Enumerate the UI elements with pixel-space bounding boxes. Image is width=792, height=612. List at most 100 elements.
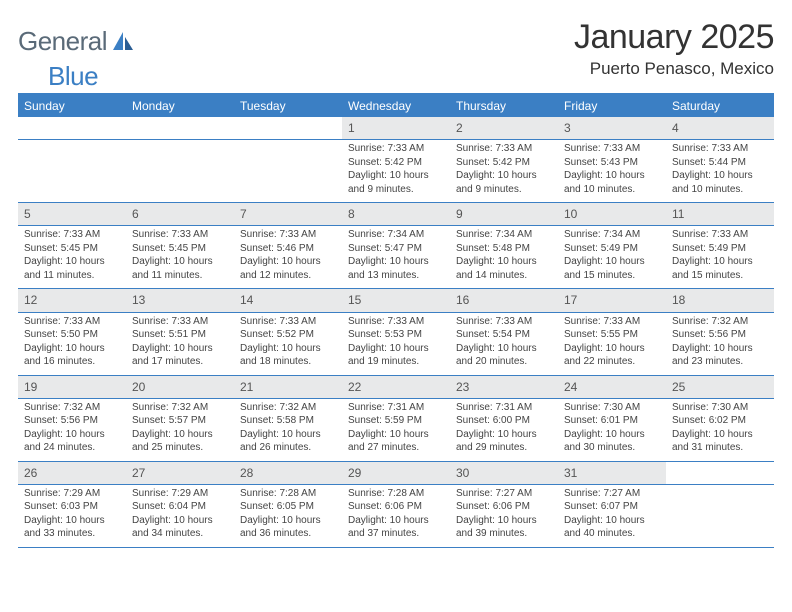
- day-detail-cell: Sunrise: 7:28 AMSunset: 6:06 PMDaylight:…: [342, 484, 450, 547]
- day-number-cell: 15: [342, 289, 450, 312]
- day-number: 5: [24, 207, 31, 221]
- sunset-text: Sunset: 5:59 PM: [348, 414, 444, 428]
- daylight-text: Daylight: 10 hours and 40 minutes.: [564, 514, 660, 541]
- sunset-text: Sunset: 5:50 PM: [24, 328, 120, 342]
- day-detail-cell: Sunrise: 7:33 AMSunset: 5:55 PMDaylight:…: [558, 312, 666, 375]
- day-detail-cell: Sunrise: 7:27 AMSunset: 6:06 PMDaylight:…: [450, 484, 558, 547]
- day-header: Tuesday: [234, 94, 342, 117]
- sunset-text: Sunset: 5:54 PM: [456, 328, 552, 342]
- sunset-text: Sunset: 6:04 PM: [132, 500, 228, 514]
- day-number-cell: 7: [234, 203, 342, 226]
- daylight-text: Daylight: 10 hours and 34 minutes.: [132, 514, 228, 541]
- day-detail-cell: Sunrise: 7:29 AMSunset: 6:04 PMDaylight:…: [126, 484, 234, 547]
- day-number: 4: [672, 121, 679, 135]
- detail-row: Sunrise: 7:33 AMSunset: 5:42 PMDaylight:…: [18, 140, 774, 203]
- day-detail-cell: Sunrise: 7:30 AMSunset: 6:01 PMDaylight:…: [558, 398, 666, 461]
- daylight-text: Daylight: 10 hours and 17 minutes.: [132, 342, 228, 369]
- sunrise-text: Sunrise: 7:32 AM: [240, 401, 336, 415]
- sunrise-text: Sunrise: 7:31 AM: [348, 401, 444, 415]
- sail-icon: [113, 32, 135, 52]
- day-number: 15: [348, 293, 361, 307]
- sunrise-text: Sunrise: 7:32 AM: [672, 315, 768, 329]
- day-number: 3: [564, 121, 571, 135]
- day-detail-cell: Sunrise: 7:34 AMSunset: 5:47 PMDaylight:…: [342, 226, 450, 289]
- daylight-text: Daylight: 10 hours and 18 minutes.: [240, 342, 336, 369]
- day-header: Thursday: [450, 94, 558, 117]
- sunset-text: Sunset: 5:42 PM: [456, 156, 552, 170]
- day-number: 9: [456, 207, 463, 221]
- sunrise-text: Sunrise: 7:33 AM: [348, 142, 444, 156]
- sunrise-text: Sunrise: 7:33 AM: [456, 315, 552, 329]
- day-number: 6: [132, 207, 139, 221]
- day-detail-cell: Sunrise: 7:33 AMSunset: 5:51 PMDaylight:…: [126, 312, 234, 375]
- day-detail-cell: Sunrise: 7:34 AMSunset: 5:48 PMDaylight:…: [450, 226, 558, 289]
- sunset-text: Sunset: 6:06 PM: [348, 500, 444, 514]
- day-number-cell: 21: [234, 375, 342, 398]
- daylight-text: Daylight: 10 hours and 29 minutes.: [456, 428, 552, 455]
- day-number: 21: [240, 380, 253, 394]
- daylight-text: Daylight: 10 hours and 15 minutes.: [564, 255, 660, 282]
- day-number-cell: [234, 117, 342, 140]
- daylight-text: Daylight: 10 hours and 25 minutes.: [132, 428, 228, 455]
- day-number-cell: 25: [666, 375, 774, 398]
- daylight-text: Daylight: 10 hours and 20 minutes.: [456, 342, 552, 369]
- day-number-cell: [126, 117, 234, 140]
- day-number-cell: 28: [234, 461, 342, 484]
- sunrise-text: Sunrise: 7:27 AM: [456, 487, 552, 501]
- day-number-cell: 10: [558, 203, 666, 226]
- daynum-row: 1 2 3 4: [18, 117, 774, 140]
- day-number-cell: 20: [126, 375, 234, 398]
- sunrise-text: Sunrise: 7:30 AM: [564, 401, 660, 415]
- sunrise-text: Sunrise: 7:28 AM: [240, 487, 336, 501]
- day-number: 14: [240, 293, 253, 307]
- sunset-text: Sunset: 6:03 PM: [24, 500, 120, 514]
- sunrise-text: Sunrise: 7:33 AM: [24, 228, 120, 242]
- day-number: 19: [24, 380, 37, 394]
- sunrise-text: Sunrise: 7:33 AM: [240, 228, 336, 242]
- daylight-text: Daylight: 10 hours and 36 minutes.: [240, 514, 336, 541]
- sunset-text: Sunset: 5:44 PM: [672, 156, 768, 170]
- day-number-cell: 23: [450, 375, 558, 398]
- day-detail-cell: Sunrise: 7:31 AMSunset: 5:59 PMDaylight:…: [342, 398, 450, 461]
- day-number-cell: 8: [342, 203, 450, 226]
- sunrise-text: Sunrise: 7:32 AM: [24, 401, 120, 415]
- day-number-cell: 22: [342, 375, 450, 398]
- sunset-text: Sunset: 5:49 PM: [564, 242, 660, 256]
- day-number: 11: [672, 207, 684, 221]
- day-number-cell: 2: [450, 117, 558, 140]
- day-number-cell: 19: [18, 375, 126, 398]
- daylight-text: Daylight: 10 hours and 9 minutes.: [456, 169, 552, 196]
- calendar-table: Sunday Monday Tuesday Wednesday Thursday…: [18, 93, 774, 548]
- daylight-text: Daylight: 10 hours and 9 minutes.: [348, 169, 444, 196]
- day-number: 2: [456, 121, 463, 135]
- day-number-cell: 17: [558, 289, 666, 312]
- day-number: 13: [132, 293, 145, 307]
- day-number-cell: 24: [558, 375, 666, 398]
- daylight-text: Daylight: 10 hours and 37 minutes.: [348, 514, 444, 541]
- daylight-text: Daylight: 10 hours and 19 minutes.: [348, 342, 444, 369]
- day-number-cell: 11: [666, 203, 774, 226]
- day-detail-cell: Sunrise: 7:32 AMSunset: 5:56 PMDaylight:…: [666, 312, 774, 375]
- location: Puerto Penasco, Mexico: [574, 59, 774, 79]
- day-detail-cell: Sunrise: 7:33 AMSunset: 5:53 PMDaylight:…: [342, 312, 450, 375]
- sunrise-text: Sunrise: 7:31 AM: [456, 401, 552, 415]
- sunrise-text: Sunrise: 7:33 AM: [348, 315, 444, 329]
- day-detail-cell: Sunrise: 7:33 AMSunset: 5:45 PMDaylight:…: [126, 226, 234, 289]
- day-number-cell: 3: [558, 117, 666, 140]
- sunset-text: Sunset: 5:55 PM: [564, 328, 660, 342]
- day-detail-cell: Sunrise: 7:27 AMSunset: 6:07 PMDaylight:…: [558, 484, 666, 547]
- daylight-text: Daylight: 10 hours and 14 minutes.: [456, 255, 552, 282]
- day-number: 16: [456, 293, 469, 307]
- day-detail-cell: Sunrise: 7:34 AMSunset: 5:49 PMDaylight:…: [558, 226, 666, 289]
- day-number-cell: 29: [342, 461, 450, 484]
- day-number: 1: [348, 121, 355, 135]
- day-number: 17: [564, 293, 577, 307]
- daylight-text: Daylight: 10 hours and 27 minutes.: [348, 428, 444, 455]
- day-detail-cell: Sunrise: 7:33 AMSunset: 5:43 PMDaylight:…: [558, 140, 666, 203]
- sunrise-text: Sunrise: 7:33 AM: [24, 315, 120, 329]
- day-number: 12: [24, 293, 37, 307]
- day-number-cell: 18: [666, 289, 774, 312]
- daylight-text: Daylight: 10 hours and 22 minutes.: [564, 342, 660, 369]
- day-detail-cell: Sunrise: 7:32 AMSunset: 5:58 PMDaylight:…: [234, 398, 342, 461]
- sunrise-text: Sunrise: 7:27 AM: [564, 487, 660, 501]
